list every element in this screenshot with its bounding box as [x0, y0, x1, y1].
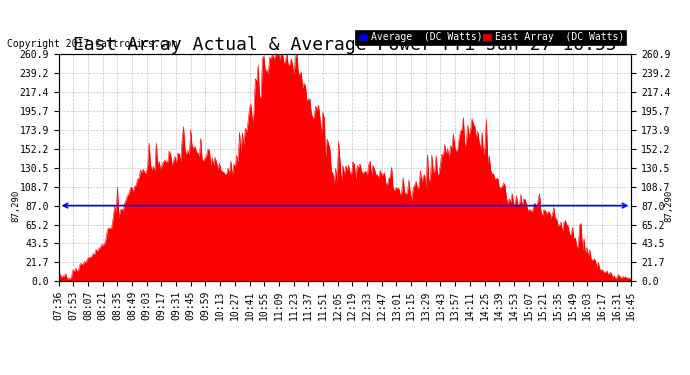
Legend: Average  (DC Watts), East Array  (DC Watts): Average (DC Watts), East Array (DC Watts… — [355, 30, 627, 45]
Text: 87,290: 87,290 — [11, 189, 20, 222]
Text: 87,290: 87,290 — [664, 189, 673, 222]
Text: Copyright 2017 Cartronics.com: Copyright 2017 Cartronics.com — [7, 39, 177, 50]
Title: East Array Actual & Average Power Fri Jan 27 16:55: East Array Actual & Average Power Fri Ja… — [73, 36, 617, 54]
